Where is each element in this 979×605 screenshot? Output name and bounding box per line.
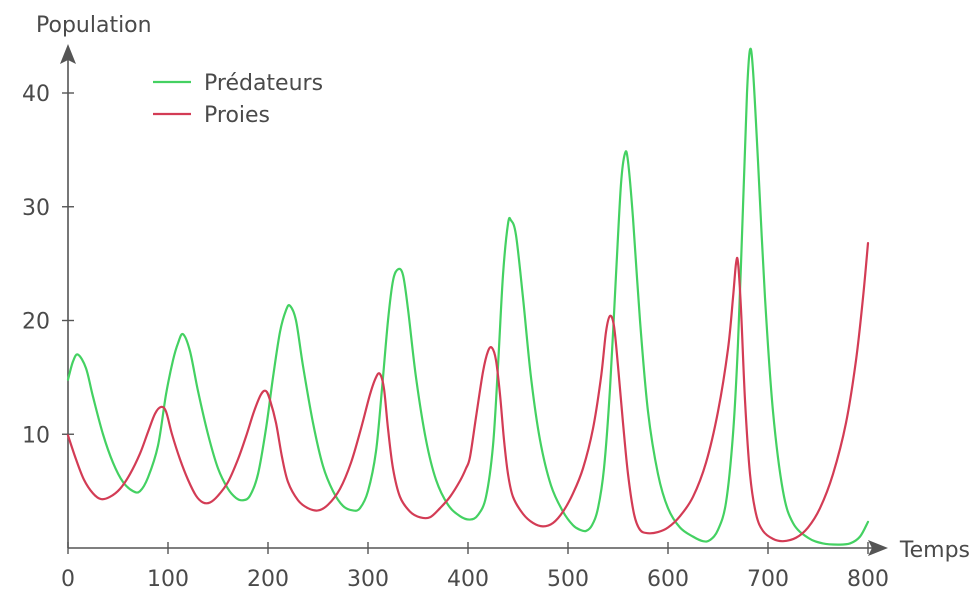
x-tick-label: 200 — [247, 567, 289, 592]
y-tick-label: 40 — [22, 82, 50, 107]
x-tick-label: 400 — [447, 567, 489, 592]
x-tick-label: 500 — [547, 567, 589, 592]
x-axis-arrowhead — [868, 540, 888, 556]
series-line-predateurs — [66, 47, 870, 546]
y-tick-label: 10 — [22, 423, 50, 448]
y-axis-arrowhead — [60, 44, 76, 64]
series-layer — [66, 47, 870, 546]
x-tick-label: 300 — [347, 567, 389, 592]
x-tick-label: 800 — [847, 567, 889, 592]
x-tick-label: 600 — [647, 567, 689, 592]
legend-label: Prédateurs — [204, 71, 323, 96]
legend: Prédateurs Proies — [153, 71, 323, 128]
y-tick-label: 20 — [22, 310, 50, 335]
y-axis-title: Population — [36, 13, 152, 38]
y-tick-label: 30 — [22, 196, 50, 221]
x-axis-title: Temps — [899, 538, 970, 563]
x-tick-label: 100 — [147, 567, 189, 592]
series-line-proies — [66, 242, 870, 543]
axes-layer: 0 100 200 300 400 500 600 700 800 10 20 30 40 Populat… — [22, 13, 970, 592]
x-tick-label: 700 — [747, 567, 789, 592]
x-tick-label: 0 — [61, 567, 75, 592]
legend-label: Proies — [204, 103, 270, 128]
